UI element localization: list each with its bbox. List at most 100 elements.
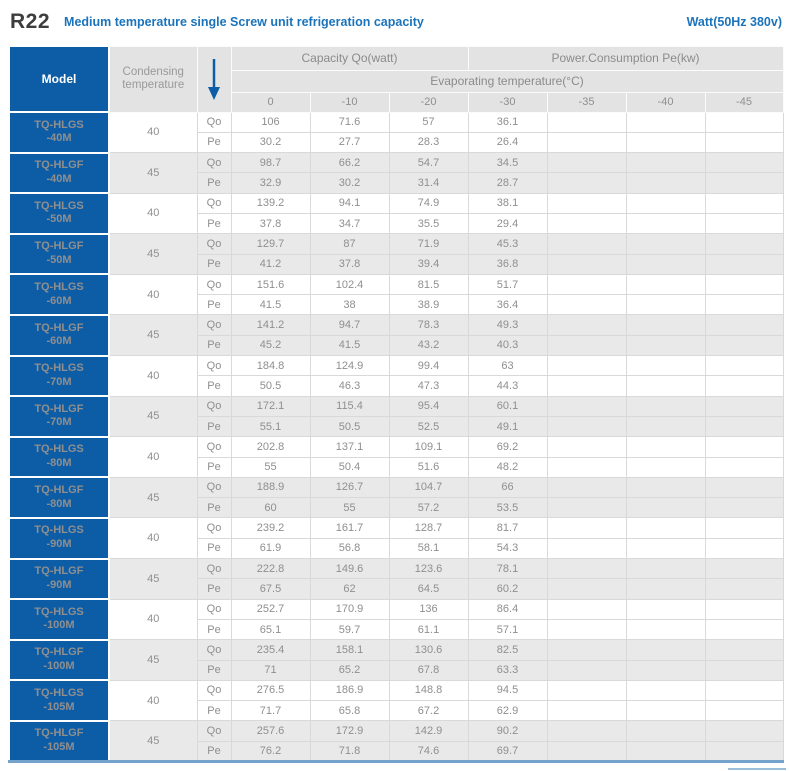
qo-value: 129.7 xyxy=(230,233,311,255)
qo-value: 38.1 xyxy=(467,192,548,214)
pe-value: 65.1 xyxy=(230,618,311,641)
pe-value xyxy=(546,375,627,397)
pe-value xyxy=(546,415,627,438)
qo-value: 57 xyxy=(388,111,469,133)
pe-value: 64.5 xyxy=(388,578,469,600)
pe-value xyxy=(625,375,706,397)
pe-value xyxy=(546,456,627,478)
pe-value: 55 xyxy=(309,497,390,519)
qo-value: 104.7 xyxy=(388,476,469,499)
pe-value: 57.1 xyxy=(467,618,548,641)
qo-value: 202.8 xyxy=(230,436,311,458)
qo-value: 69.2 xyxy=(467,436,548,458)
qo-value xyxy=(625,192,706,214)
qo-value xyxy=(546,273,627,296)
qo-value: 36.1 xyxy=(467,111,548,133)
qo-value xyxy=(546,111,627,133)
qo-value xyxy=(546,476,627,499)
pe-label: Pe xyxy=(196,334,232,357)
model-row-qo: TQ-HLGS -105M 40 Qo 276.5 186.9 148.8 94.5 xyxy=(8,679,784,722)
page-subtitle: Medium temperature single Screw unit ref… xyxy=(64,15,424,29)
capacity-header: Capacity Qo(watt) xyxy=(230,45,469,71)
condensing-value: 45 xyxy=(108,639,198,681)
pe-value xyxy=(625,212,706,235)
qo-value xyxy=(625,517,706,539)
condensing-value: 40 xyxy=(108,111,198,154)
pe-value: 37.8 xyxy=(230,212,311,235)
model-cell: TQ-HLGS -90M xyxy=(8,516,110,560)
model-cell: TQ-HLGF -60M xyxy=(8,313,110,357)
pe-value xyxy=(704,415,784,438)
model-row-qo: TQ-HLGS -60M 40 Qo 151.6 102.4 81.5 51.7 xyxy=(8,273,784,316)
pe-value: 38 xyxy=(309,294,390,316)
model-row-qo: TQ-HLGF -80M 45 Qo 188.9 126.7 104.7 66 xyxy=(8,476,784,519)
model-row-qo: TQ-HLGS -70M 40 Qo 184.8 124.9 99.4 63 xyxy=(8,354,784,398)
qo-value xyxy=(704,111,784,133)
pe-value: 49.1 xyxy=(467,415,548,438)
pe-value: 27.7 xyxy=(309,131,390,154)
qo-value: 252.7 xyxy=(230,598,311,620)
qo-value: 87 xyxy=(309,233,390,255)
qo-value: 141.2 xyxy=(230,314,311,336)
condensing-value: 40 xyxy=(108,679,198,722)
pe-value: 45.2 xyxy=(230,334,311,357)
pe-value: 51.6 xyxy=(388,456,469,478)
qo-value: 51.7 xyxy=(467,273,548,296)
model-row-pe: Pe 55.1 50.5 52.5 49.1 xyxy=(9,415,784,438)
condensing-value: 40 xyxy=(108,598,198,641)
condensing-value: 40 xyxy=(108,273,198,316)
pe-value: 29.4 xyxy=(467,212,548,235)
pe-value: 34.7 xyxy=(309,212,390,235)
qo-value: 82.5 xyxy=(467,639,548,661)
model-row-qo: TQ-HLGS -40M 40 Qo 106 71.6 57 36.1 xyxy=(8,111,784,154)
pe-value xyxy=(546,659,627,681)
pe-label: Pe xyxy=(196,294,232,316)
model-row-pe: Pe 71 65.2 67.8 63.3 xyxy=(9,659,784,681)
pe-value xyxy=(546,253,627,275)
pe-value xyxy=(546,334,627,357)
qo-value: 172.1 xyxy=(230,395,311,417)
pe-value: 71 xyxy=(230,659,311,681)
qo-value xyxy=(704,233,784,255)
pe-value: 71.7 xyxy=(230,700,311,722)
condensing-value: 40 xyxy=(108,192,198,235)
pe-value xyxy=(704,497,784,519)
qo-value: 149.6 xyxy=(309,558,390,580)
qo-label: Qo xyxy=(196,639,232,661)
qo-value xyxy=(625,639,706,661)
pe-value: 65.2 xyxy=(309,659,390,681)
pe-value: 32.9 xyxy=(230,172,311,194)
temp-col-0: 0 xyxy=(230,91,311,113)
qo-label: Qo xyxy=(196,395,232,417)
qo-label: Qo xyxy=(196,720,232,742)
pe-value: 36.8 xyxy=(467,253,548,275)
qo-value: 81.5 xyxy=(388,273,469,296)
condensing-value: 45 xyxy=(108,233,198,275)
qo-value xyxy=(704,152,784,174)
qo-value: 66.2 xyxy=(309,152,390,174)
qo-value xyxy=(704,314,784,336)
qo-value xyxy=(625,558,706,580)
condensing-value: 45 xyxy=(108,476,198,519)
qo-value xyxy=(546,558,627,580)
qo-value: 161.7 xyxy=(309,517,390,539)
qo-value xyxy=(704,720,784,742)
qo-label: Qo xyxy=(196,273,232,296)
pe-value: 76.2 xyxy=(230,740,311,763)
qo-label: Qo xyxy=(196,192,232,214)
model-row-qo: TQ-HLGS -100M 40 Qo 252.7 170.9 136 86.4 xyxy=(8,598,784,641)
qo-value xyxy=(546,233,627,255)
pe-value xyxy=(625,659,706,681)
pe-value: 37.8 xyxy=(309,253,390,275)
qo-value xyxy=(625,273,706,296)
qo-label: Qo xyxy=(196,476,232,499)
qo-value xyxy=(546,314,627,336)
pe-value: 67.8 xyxy=(388,659,469,681)
qo-value xyxy=(546,679,627,702)
pe-label: Pe xyxy=(196,172,232,194)
qo-value: 148.8 xyxy=(388,679,469,702)
qo-value: 188.9 xyxy=(230,476,311,499)
qo-value: 49.3 xyxy=(467,314,548,336)
qo-value: 124.9 xyxy=(309,355,390,377)
